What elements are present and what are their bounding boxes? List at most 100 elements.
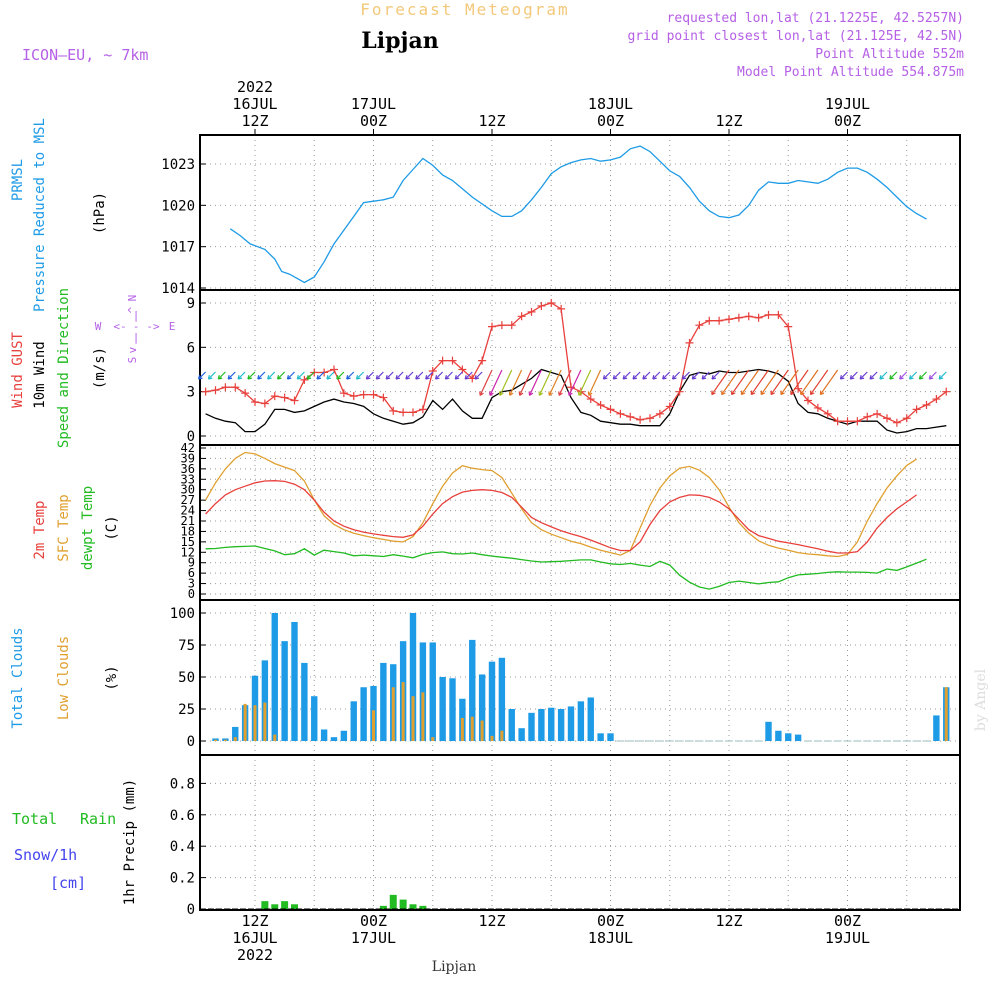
wind-arrow-head	[415, 375, 420, 380]
wind-arrow-shaft	[642, 371, 651, 380]
wind-arrow-head	[296, 375, 302, 380]
wind-arrow-shaft	[346, 371, 355, 380]
y-tick-label: 0	[187, 734, 195, 750]
gust-marker	[221, 383, 230, 392]
wind-direction-arrow	[464, 371, 473, 380]
wind-arrow-head	[642, 375, 647, 380]
y-tick-label: 3	[188, 577, 195, 591]
wind-direction-arrow	[681, 371, 690, 380]
wind-arrow-shaft	[909, 371, 918, 380]
low-cloud-bar	[460, 717, 464, 741]
wind-arrow-head	[632, 375, 638, 380]
time-label-bottom: 00Z	[360, 912, 387, 930]
gust-marker	[488, 322, 496, 331]
credit-watermark: by Angel	[973, 668, 989, 731]
wind-arrow-head	[276, 375, 282, 380]
y-tick-label: 27	[181, 493, 195, 507]
pressure-unit: (hPa)	[92, 192, 108, 234]
wind-direction-arrow	[800, 369, 819, 396]
wind-arrow-head	[721, 390, 726, 396]
compass-w: W	[95, 320, 102, 333]
wind-arrow-shaft	[474, 371, 483, 380]
y-tick-label: 100	[170, 606, 195, 622]
wind-arrow-head	[479, 391, 484, 396]
wind-arrow-shaft	[257, 371, 266, 380]
wind-arrow-head	[395, 375, 401, 380]
panel-5-grid	[200, 755, 960, 910]
pressure-label-2: Pressure Reduced to MSL	[32, 118, 48, 312]
wind-arrow-head	[548, 391, 553, 396]
gust-marker	[586, 395, 595, 404]
wind-gust-line	[205, 302, 947, 424]
total-cloud-bar	[409, 613, 417, 741]
total-cloud-bar	[301, 662, 308, 741]
low-cloud-bar	[273, 734, 277, 741]
temp-dewpt-label: dewpt Temp	[80, 486, 96, 570]
wind-arrow-shaft	[385, 371, 394, 380]
y-tick-label: 42	[181, 441, 195, 455]
total-cloud-bar	[311, 696, 318, 741]
panel-3-frame	[199, 444, 961, 601]
gust-marker	[685, 338, 694, 347]
wind-direction-arrow	[711, 371, 720, 380]
gust-marker	[646, 414, 654, 423]
location-title: Lipjan	[361, 28, 438, 54]
wind-direction-arrow	[227, 371, 236, 380]
gust-marker	[478, 356, 487, 365]
total-cloud-bar	[449, 678, 456, 741]
y-tick-label: 30	[181, 483, 195, 497]
wind-arrow-shaft	[869, 371, 878, 380]
wind-direction-arrow	[207, 371, 216, 380]
gust-marker	[448, 356, 457, 365]
wind-direction-arrow	[336, 371, 345, 380]
time-label-bottom: 12Z	[715, 912, 742, 930]
total-cloud-bar	[528, 712, 535, 741]
wind-arrow-shaft	[672, 371, 681, 380]
low-cloud-bar	[421, 692, 425, 741]
gust-marker	[734, 313, 743, 322]
wind-arrow-head	[711, 390, 716, 396]
gust-marker	[853, 417, 862, 426]
wind-direction-arrow	[602, 371, 611, 380]
wind-direction-arrow	[750, 369, 769, 396]
compass-n: N	[126, 295, 139, 302]
low-cloud-bar	[223, 739, 227, 741]
wind-arrow-shaft	[499, 369, 513, 396]
wind-arrow-head	[474, 375, 480, 380]
compass-bar-top: |	[133, 309, 140, 322]
wind-direction-arrow	[197, 371, 207, 380]
wind-direction-arrow	[568, 369, 582, 396]
time-label-top: 19JUL	[825, 95, 870, 113]
gust-marker	[517, 312, 526, 321]
gust-marker	[665, 402, 674, 411]
y-tick-label: 33	[181, 472, 195, 486]
gust-marker	[596, 400, 605, 409]
y-tick-label: 1014	[161, 281, 195, 297]
gust-marker	[231, 383, 240, 392]
wind-arrow-head	[681, 375, 687, 380]
temp-2m-label: 2m Temp	[32, 500, 48, 559]
wind-arrow-shaft	[227, 371, 236, 380]
wind-direction-arrow	[415, 371, 424, 380]
wind-arrow-head	[498, 391, 504, 396]
wind-arrow-head	[444, 375, 450, 380]
wind-arrow-head	[454, 375, 460, 380]
time-label-top: 00Z	[834, 112, 861, 130]
wind-arrow-shaft	[691, 371, 700, 380]
gust-marker	[557, 304, 566, 313]
wind-arrow-shaft	[479, 369, 493, 396]
total-cloud-bar	[765, 721, 772, 741]
wind-direction-arrow	[809, 369, 829, 396]
wind-arrow-shaft	[519, 369, 533, 396]
wind-direction-arrow	[839, 371, 848, 380]
gust-marker	[715, 316, 724, 325]
wind-arrow-head	[489, 391, 494, 396]
rain-bar	[389, 894, 397, 909]
panel-1-frame	[199, 134, 961, 291]
time-label-bottom: 16JUL	[232, 929, 277, 947]
wind-arrow-shaft	[287, 371, 295, 380]
wind-arrow-shaft	[810, 369, 829, 395]
gust-marker	[863, 412, 872, 421]
total-cloud-bar	[469, 639, 476, 741]
time-label-top: 2022	[237, 78, 273, 96]
